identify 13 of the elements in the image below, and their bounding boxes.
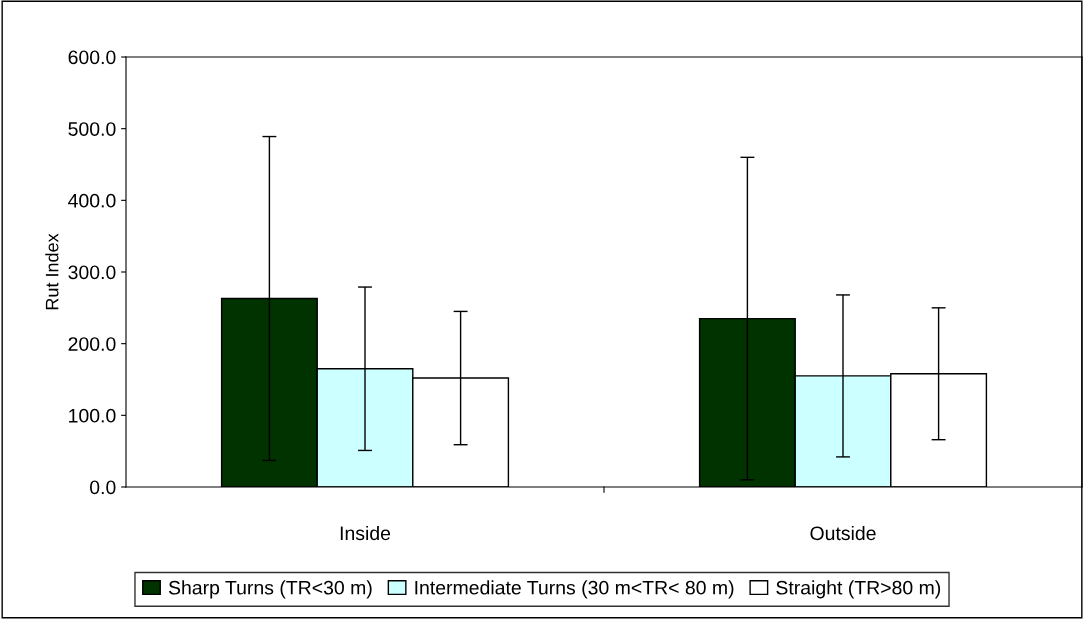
legend-label: Straight (TR>80 m) <box>776 580 941 599</box>
y-tick-label: 400.0 <box>68 193 116 208</box>
y-axis-title: Rut Index <box>45 233 59 310</box>
y-tick-label: 200.0 <box>68 337 116 351</box>
y-tick-label: 500.0 <box>68 122 116 136</box>
legend-label: Intermediate Turns (30 m<TR< 80 m) <box>415 580 734 599</box>
legend-label: Sharp Turns (TR<30 m) <box>168 580 372 599</box>
y-tick-label: 100.0 <box>69 408 116 423</box>
y-tick-label: 0.0 <box>90 480 116 495</box>
x-tick-label: Inside <box>340 525 391 541</box>
y-tick-label: 600.0 <box>68 50 116 65</box>
x-tick-label: Outside <box>810 525 876 541</box>
y-tick-label: 300.0 <box>68 265 116 280</box>
